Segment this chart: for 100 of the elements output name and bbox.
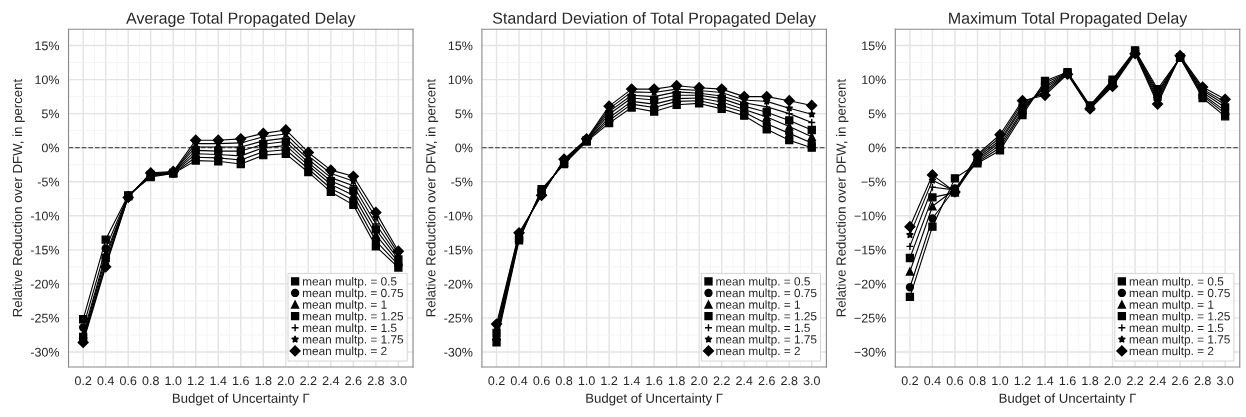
legend-label: mean multp. = 1: [302, 300, 387, 312]
y-tick-label: 10%: [35, 75, 60, 85]
y-tick-label: 10%: [448, 75, 473, 85]
x-tick-label: 1.4: [1037, 376, 1054, 386]
x-tick-label: 0.8: [969, 376, 986, 386]
x-tick-label: 1.8: [1082, 376, 1099, 386]
x-tick-label: 2.2: [713, 376, 730, 386]
x-tick-label: 1.0: [165, 376, 182, 386]
legend-label: mean multp. = 2: [1129, 346, 1214, 358]
x-tick-label: 0.2: [901, 376, 918, 386]
x-tick-label: 2.2: [1127, 376, 1144, 386]
x-tick-label: 0.2: [488, 376, 505, 386]
x-tick-label: 2.6: [1172, 376, 1189, 386]
y-tick-label: -20%: [30, 279, 60, 289]
legend-label: mean multp. = 1.25: [302, 311, 404, 323]
y-tick-label: 5%: [455, 109, 473, 119]
x-tick-label: 2.4: [736, 376, 753, 386]
legend-label: mean multp. = 1.5: [302, 323, 397, 335]
legend-label: mean multp. = 0.75: [302, 288, 404, 300]
legend-label: mean multp. = 0.5: [1129, 276, 1224, 288]
y-tick-label: 5%: [868, 109, 886, 119]
legend-label: mean multp. = 1.75: [716, 334, 817, 346]
x-tick-label: 3.0: [1216, 376, 1234, 386]
y-tick-label: −15%: [854, 245, 886, 255]
y-tick-label: -30%: [30, 347, 60, 357]
legend-label: mean multp. = 1: [1129, 300, 1214, 312]
y-tick-label: −30%: [854, 347, 886, 357]
x-tick-label: 1.8: [255, 376, 272, 386]
x-tick-label: 0.4: [924, 376, 941, 386]
legend-label: mean multp. = 1.75: [1129, 334, 1230, 346]
x-tick-label: 2.6: [345, 376, 362, 386]
x-tick-label: 2.8: [1194, 376, 1211, 386]
x-tick-label: 2.0: [1104, 376, 1121, 386]
y-axis-title: Relative Reduction over DFW, in percent: [425, 79, 439, 317]
y-tick-label: 10%: [862, 75, 886, 85]
legend-label: mean multp. = 1.75: [302, 334, 404, 346]
legend-label: mean multp. = 1.25: [716, 311, 817, 323]
y-tick-label: 15%: [448, 41, 473, 51]
x-tick-label: 2.8: [781, 376, 798, 386]
x-tick-label: 1.6: [1059, 376, 1076, 386]
x-tick-label: 2.4: [322, 376, 340, 386]
x-tick-label: 1.0: [578, 376, 595, 386]
x-tick-label: 1.4: [623, 376, 640, 386]
y-tick-label: -15%: [30, 245, 60, 255]
x-tick-label: 1.6: [233, 376, 249, 386]
legend-label: mean multp. = 1.5: [716, 323, 810, 335]
legend-label: mean multp. = 0.75: [1129, 288, 1230, 300]
legend-label: mean multp. = 2: [716, 346, 800, 358]
legend-label: mean multp. = 2: [302, 346, 387, 358]
y-tick-label: 15%: [862, 41, 886, 51]
x-axis-title: Budget of Uncertainty Γ: [586, 393, 723, 406]
legend-label: mean multp. = 0.5: [716, 276, 810, 288]
y-tick-label: -25%: [30, 313, 60, 323]
x-tick-label: 1.0: [992, 376, 1009, 386]
y-tick-label: -5%: [37, 177, 60, 187]
y-tick-label: 5%: [41, 109, 60, 119]
y-tick-label: 0%: [868, 143, 886, 153]
legend-label: mean multp. = 1.5: [1129, 323, 1224, 335]
x-tick-label: 0.2: [74, 376, 92, 386]
chart-title: Maximum Total Propagated Delay: [949, 12, 1188, 27]
x-tick-label: 1.6: [646, 376, 663, 386]
x-axis-title: Budget of Uncertainty Γ: [999, 393, 1137, 406]
y-tick-label: −20%: [854, 279, 886, 289]
chart-title: Average Total Propagated Delay: [126, 12, 356, 27]
x-tick-label: 1.2: [188, 376, 204, 386]
x-tick-label: 0.6: [533, 376, 550, 386]
y-tick-label: -30%: [444, 347, 473, 357]
legend-label: mean multp. = 1.25: [1129, 311, 1230, 323]
x-tick-label: 2.2: [300, 376, 317, 386]
y-tick-label: -25%: [444, 313, 473, 323]
x-tick-label: 1.4: [210, 376, 227, 386]
x-tick-label: 0.6: [946, 376, 964, 386]
x-tick-label: 2.0: [277, 376, 294, 386]
x-tick-label: 0.4: [97, 376, 114, 386]
y-tick-label: -10%: [30, 211, 60, 221]
legend-label: mean multp. = 0.5: [302, 276, 397, 288]
chart-title: Standard Deviation of Total Propagated Delay: [492, 12, 817, 27]
x-tick-label: 2.0: [691, 376, 708, 386]
y-tick-label: 15%: [35, 41, 60, 51]
x-tick-label: 0.6: [120, 376, 137, 386]
x-tick-label: 2.8: [367, 376, 385, 386]
y-tick-label: −5%: [861, 177, 886, 187]
y-axis-title: Relative Reduction over DFW, in percent: [12, 79, 25, 317]
x-tick-label: 0.4: [510, 376, 528, 386]
x-tick-label: 1.2: [601, 376, 618, 386]
x-tick-label: 3.0: [803, 376, 820, 386]
legend-label: mean multp. = 1: [716, 300, 800, 312]
x-tick-label: 1.8: [668, 376, 685, 386]
x-tick-label: 1.2: [1014, 376, 1031, 386]
x-tick-label: 2.6: [758, 376, 775, 386]
legend-label: mean multp. = 0.75: [716, 288, 817, 300]
y-tick-label: -10%: [444, 211, 473, 221]
x-tick-label: 0.8: [142, 376, 159, 386]
x-tick-label: 2.4: [1149, 376, 1166, 386]
y-tick-label: -20%: [444, 279, 473, 289]
x-tick-label: 3.0: [390, 376, 407, 386]
y-tick-label: −10%: [854, 211, 886, 221]
x-tick-label: 0.8: [555, 376, 573, 386]
y-tick-label: -15%: [444, 245, 473, 255]
y-axis-title: Relative Reduction over DFW, in percent: [836, 79, 849, 317]
